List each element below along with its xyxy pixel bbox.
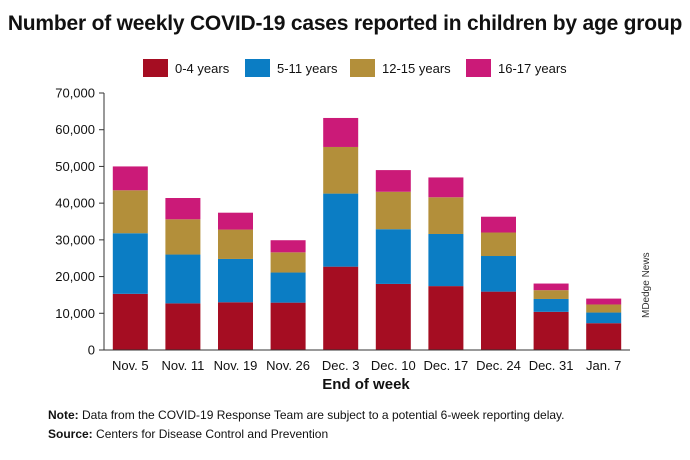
bar-segment-0-4-years — [481, 291, 516, 350]
bars-group — [112, 117, 622, 350]
y-tick-label: 30,000 — [55, 232, 95, 247]
x-tick-label: Nov. 26 — [266, 358, 310, 373]
x-tick-label: Dec. 17 — [423, 358, 468, 373]
bar-segment-0-4-years — [270, 302, 306, 350]
x-tick-label: Nov. 11 — [161, 358, 204, 373]
legend-swatch — [245, 59, 270, 77]
y-tick-label: 0 — [88, 343, 95, 358]
bar-segment-16-17-years — [165, 198, 201, 220]
chart-notes: Note: Data from the COVID-19 Response Te… — [48, 406, 565, 444]
y-tick-label: 20,000 — [55, 269, 95, 284]
legend-item: 12-15 years — [350, 59, 451, 77]
bar-segment-0-4-years — [218, 302, 253, 350]
bar-segment-5-11-years — [375, 229, 411, 284]
bar-segment-12-15-years — [165, 219, 201, 255]
bar-segment-16-17-years — [323, 117, 359, 147]
bar-segment-5-11-years — [586, 312, 622, 324]
bar-segment-16-17-years — [533, 283, 569, 291]
bar-segment-12-15-years — [270, 252, 306, 273]
bar-segment-0-4-years — [323, 266, 359, 350]
note-label: Note: — [48, 408, 79, 422]
y-axis: 0 10,000 20,000 30,000 40,000 50,000 60,000 70,… — [55, 86, 105, 358]
y-tick-label: 10,000 — [55, 306, 95, 321]
bar-segment-12-15-years — [586, 304, 622, 313]
bar-segment-16-17-years — [270, 240, 306, 253]
stacked-bar-chart: 0-4 years 5-11 years 12-15 years 16-17 year… — [55, 59, 652, 393]
bar-segment-12-15-years — [533, 290, 569, 299]
legend-item: 5-11 years — [245, 59, 338, 77]
bar-segment-0-4-years — [586, 323, 622, 350]
bar-segment-16-17-years — [218, 212, 253, 230]
bar-segment-5-11-years — [481, 256, 516, 292]
watermark-text: MDedge News — [641, 252, 652, 318]
x-tick-label: Nov. 19 — [214, 358, 258, 373]
bar-segment-16-17-years — [375, 170, 411, 192]
legend-swatch — [466, 59, 491, 77]
note-line: Note: Data from the COVID-19 Response Te… — [48, 406, 565, 425]
bar-segment-12-15-years — [428, 197, 464, 234]
bar-segment-12-15-years — [481, 232, 516, 257]
bar-segment-5-11-years — [112, 233, 148, 294]
y-tick-label: 70,000 — [55, 86, 95, 101]
legend-label: 12-15 years — [382, 61, 451, 76]
y-tick-label: 60,000 — [55, 122, 95, 137]
legend-swatch — [143, 59, 168, 77]
source-text: Centers for Disease Control and Preventi… — [96, 427, 329, 441]
bar-segment-0-4-years — [165, 303, 201, 350]
legend-label: 5-11 years — [277, 61, 338, 76]
chart-title: Number of weekly COVID-19 cases reported… — [7, 12, 683, 35]
bar-segment-0-4-years — [112, 293, 148, 350]
bar-segment-12-15-years — [218, 229, 253, 259]
y-tick-label: 40,000 — [55, 196, 95, 211]
bar-segment-12-15-years — [375, 191, 411, 230]
legend-label: 0-4 years — [175, 61, 230, 76]
chart-legend: 0-4 years 5-11 years 12-15 years 16-17 year… — [143, 59, 567, 77]
x-tick-label: Dec. 24 — [476, 358, 521, 373]
legend-label: 16-17 years — [498, 61, 567, 76]
bar-segment-0-4-years — [533, 311, 569, 350]
bar-segment-0-4-years — [428, 286, 464, 350]
bar-segment-16-17-years — [428, 177, 464, 198]
legend-item: 16-17 years — [466, 59, 567, 77]
bar-segment-16-17-years — [586, 298, 622, 305]
x-tick-label: Nov. 5 — [112, 358, 149, 373]
note-text: Data from the COVID-19 Response Team are… — [82, 408, 565, 422]
bar-segment-12-15-years — [112, 190, 148, 234]
bar-segment-5-11-years — [270, 272, 306, 303]
bar-segment-0-4-years — [375, 283, 411, 350]
x-tick-label: Dec. 10 — [371, 358, 416, 373]
y-tick-label: 50,000 — [55, 159, 95, 174]
bar-segment-16-17-years — [112, 166, 148, 191]
legend-swatch — [350, 59, 375, 77]
bar-segment-12-15-years — [323, 146, 359, 194]
x-tick-label: Dec. 31 — [529, 358, 574, 373]
bar-segment-5-11-years — [323, 193, 359, 267]
x-tick-label: Dec. 3 — [322, 358, 360, 373]
source-line: Source: Centers for Disease Control and … — [48, 425, 565, 444]
bar-segment-5-11-years — [165, 254, 201, 304]
source-label: Source: — [48, 427, 93, 441]
x-axis-label: End of week — [322, 376, 410, 393]
legend-item: 0-4 years — [143, 59, 230, 77]
bar-segment-5-11-years — [218, 258, 253, 303]
bar-segment-5-11-years — [428, 233, 464, 287]
bar-segment-5-11-years — [533, 298, 569, 312]
x-tick-label: Jan. 7 — [586, 358, 621, 373]
bar-segment-16-17-years — [481, 216, 516, 233]
x-axis: Nov. 5 Nov. 11 Nov. 19 Nov. 26 Dec. 3 Dec. 10… — [104, 349, 630, 373]
